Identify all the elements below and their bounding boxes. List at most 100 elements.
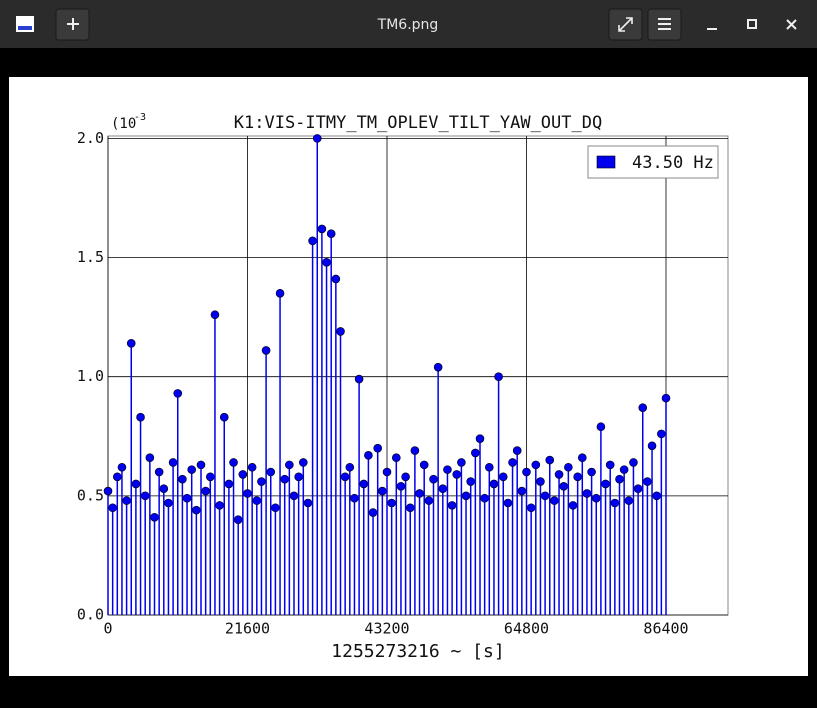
stem-marker — [605, 460, 615, 470]
stem-marker — [503, 498, 513, 508]
stem-marker — [243, 489, 252, 498]
stem-marker — [401, 472, 410, 482]
stem-marker — [587, 467, 596, 477]
stem-marker — [312, 134, 322, 143]
stem-marker — [178, 474, 187, 484]
stem-marker — [275, 288, 285, 298]
stem-marker — [494, 372, 503, 381]
x-tick-label: 64800 — [504, 620, 549, 638]
stem-marker — [359, 479, 369, 489]
y-tick-label: 0.0 — [77, 606, 104, 624]
stem-marker — [317, 224, 327, 234]
stem-marker — [108, 503, 117, 513]
stem-marker — [498, 472, 508, 482]
stem-marker — [424, 496, 434, 505]
stem-marker — [326, 229, 336, 239]
stem-marker — [531, 460, 541, 470]
stem-marker — [322, 258, 331, 267]
stem-marker — [289, 491, 299, 501]
stem-marker — [629, 458, 638, 467]
stem-marker — [182, 493, 192, 503]
stem-marker — [652, 491, 662, 501]
stem-marker — [271, 503, 280, 513]
stem-marker — [285, 460, 294, 470]
stem-marker — [577, 453, 587, 463]
x-axis-label: 1255273216 ~ [s] — [331, 641, 504, 662]
plot: 0.0 0.5 1.0 1.5 2.0 0 21600 43200 64800 86400 K1:V… — [77, 112, 729, 662]
stem-marker — [536, 477, 545, 486]
stem-marker — [438, 484, 448, 493]
stem-marker — [145, 453, 155, 463]
chart-title: K1:VIS-ITMY_TM_OPLEV_TILT_YAW_OUT_DQ — [234, 113, 602, 133]
stem-marker — [247, 462, 257, 472]
maximize-button[interactable] — [747, 19, 757, 29]
stem-marker — [238, 470, 248, 479]
y-tick-label: 2.0 — [77, 129, 104, 147]
stem-marker — [187, 465, 196, 474]
stem-marker — [131, 479, 141, 489]
scale-label: (10 — [111, 116, 136, 132]
stem-marker — [564, 462, 573, 472]
window-title: TM6.png — [377, 17, 439, 33]
stem-marker — [554, 470, 564, 479]
stem-marker — [201, 486, 210, 496]
stem-marker — [405, 503, 415, 513]
stem-marker — [489, 479, 499, 489]
stem-marker — [368, 508, 378, 517]
legend-label: 43.50 Hz — [632, 153, 714, 173]
stem-marker — [452, 470, 462, 479]
stem-marker — [591, 493, 601, 503]
stem-marker — [475, 434, 485, 443]
stem-marker — [340, 472, 350, 482]
stem-marker — [122, 496, 131, 505]
stem-marker — [512, 446, 522, 455]
stem-marker — [387, 498, 396, 508]
stem-marker — [619, 465, 629, 474]
stem-marker — [610, 498, 620, 508]
stem-marker — [508, 458, 517, 467]
stem-marker — [140, 491, 150, 501]
stem-marker — [159, 484, 169, 493]
stem-marker — [568, 501, 578, 510]
stem-marker — [433, 362, 443, 372]
stem-marker — [150, 512, 159, 522]
stem-marker — [303, 498, 313, 508]
stem-marker — [308, 236, 317, 246]
stem-marker — [196, 460, 206, 470]
x-tick-label: 86400 — [643, 620, 688, 638]
stem-marker — [601, 479, 610, 489]
stem-marker — [382, 467, 392, 477]
stem-marker — [229, 458, 238, 467]
stem-marker — [480, 493, 489, 503]
y-tick-label: 0.5 — [77, 486, 104, 504]
stem-marker — [415, 489, 424, 498]
stem-marker — [461, 491, 471, 501]
stem-marker — [661, 393, 671, 403]
stem-marker — [378, 486, 387, 496]
close-button[interactable] — [786, 19, 797, 30]
stem-marker — [215, 501, 224, 510]
stem-marker — [573, 472, 582, 482]
fullscreen-icon — [618, 17, 633, 32]
stem-marker — [484, 462, 494, 472]
stem-marker — [354, 374, 364, 384]
stem-marker — [373, 443, 383, 453]
new-icon — [67, 18, 79, 30]
stem-marker — [266, 467, 276, 477]
stem-marker — [396, 482, 406, 491]
stem-marker — [545, 455, 555, 465]
stem-marker — [419, 460, 429, 470]
stem-marker — [224, 479, 234, 489]
stem-marker — [257, 477, 266, 486]
stem-marker — [219, 412, 229, 422]
stem-marker — [596, 422, 606, 432]
stem-marker — [117, 462, 127, 472]
stem-marker — [466, 477, 476, 486]
stem-marker — [443, 465, 452, 474]
stem-marker — [550, 496, 559, 505]
x-tick-label: 0 — [103, 620, 112, 638]
y-tick-label: 1.0 — [77, 367, 104, 385]
stem-marker — [633, 484, 643, 493]
y-tick-label: 1.5 — [77, 248, 104, 266]
stem-marker — [298, 458, 308, 467]
